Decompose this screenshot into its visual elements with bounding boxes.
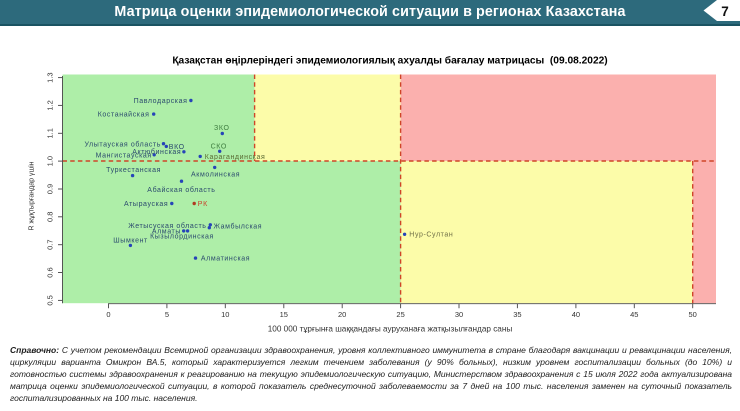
svg-text:Қазақстан өңірлеріндегі эпидем: Қазақстан өңірлеріндегі эпидемиологиялық…	[172, 54, 607, 66]
svg-text:0.6: 0.6	[46, 267, 55, 277]
svg-text:Мангистауская: Мангистауская	[96, 152, 152, 159]
svg-text:0: 0	[106, 310, 110, 319]
svg-text:Кызылординская: Кызылординская	[150, 234, 214, 241]
svg-text:Акмолинская: Акмолинская	[191, 172, 240, 179]
svg-text:Жамбылская: Жамбылская	[214, 223, 263, 231]
svg-text:Жетысуская область: Жетысуская область	[128, 222, 206, 230]
svg-text:1.3: 1.3	[46, 72, 55, 82]
svg-text:R жұқтырғандар үшін: R жұқтырғандар үшін	[28, 161, 36, 230]
svg-text:0.7: 0.7	[46, 239, 55, 249]
svg-text:Шымкент: Шымкент	[113, 238, 148, 245]
svg-text:1.0: 1.0	[46, 156, 55, 166]
svg-text:7: 7	[721, 4, 729, 19]
svg-text:Павлодарская: Павлодарская	[134, 98, 188, 105]
svg-text:25: 25	[396, 310, 404, 319]
svg-text:Абайская область: Абайская область	[147, 186, 215, 194]
svg-text:Нур-Султан: Нур-Султан	[409, 232, 453, 239]
svg-text:Улытауская область: Улытауская область	[84, 140, 161, 148]
svg-text:СКО: СКО	[211, 143, 227, 150]
svg-text:20: 20	[338, 310, 346, 319]
svg-text:РК: РК	[198, 201, 208, 208]
svg-text:Алматы: Алматы	[152, 228, 181, 235]
svg-text:ЗКО: ЗКО	[214, 125, 229, 132]
svg-text:1.2: 1.2	[46, 100, 55, 110]
svg-text:0.8: 0.8	[46, 212, 55, 222]
svg-text:45: 45	[630, 310, 638, 319]
svg-text:0.9: 0.9	[46, 184, 55, 194]
svg-text:0.5: 0.5	[46, 295, 55, 305]
svg-text:Костанайская: Костанайская	[98, 111, 150, 119]
svg-text:Атырауская: Атырауская	[124, 201, 168, 208]
svg-text:15: 15	[280, 310, 288, 319]
svg-text:10: 10	[221, 310, 229, 319]
svg-text:1.1: 1.1	[46, 128, 55, 138]
svg-text:100 000 тұрғынға шаққандағы ау: 100 000 тұрғынға шаққандағы ауруханаға ж…	[268, 325, 513, 334]
svg-text:5: 5	[165, 310, 169, 319]
svg-text:40: 40	[572, 310, 580, 319]
svg-text:Алматинская: Алматинская	[201, 256, 250, 263]
svg-text:Карагандинская: Карагандинская	[205, 154, 266, 161]
svg-text:35: 35	[513, 310, 521, 319]
svg-text:50: 50	[689, 310, 697, 319]
svg-text:30: 30	[455, 310, 463, 319]
svg-text:Актюбинская: Актюбинская	[132, 148, 181, 156]
svg-text:ВКО: ВКО	[169, 144, 185, 151]
svg-text:Туркестанская: Туркестанская	[106, 167, 161, 174]
